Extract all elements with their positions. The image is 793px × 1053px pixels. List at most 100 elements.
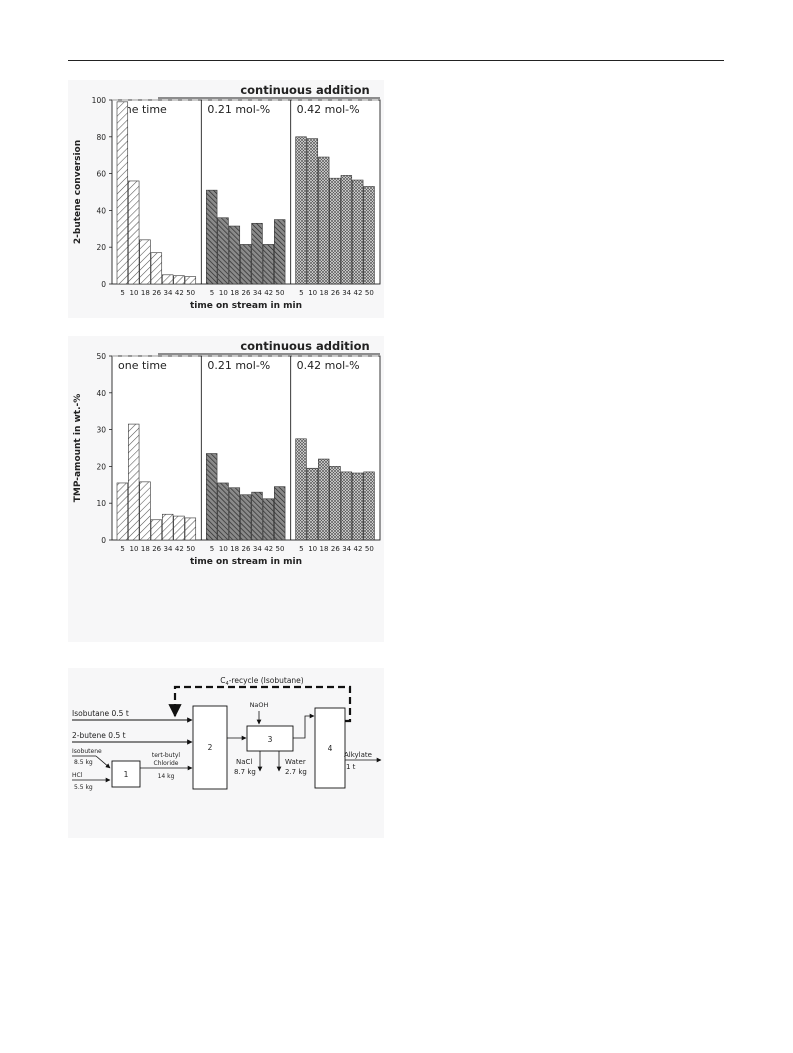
y-tick-label: 10 xyxy=(96,499,106,508)
bar xyxy=(150,252,163,285)
bar xyxy=(329,177,341,285)
bar xyxy=(139,239,151,285)
bar xyxy=(228,487,241,541)
group-label: 0.21 mol-% xyxy=(207,103,270,116)
bar xyxy=(116,101,129,285)
bar xyxy=(173,275,185,285)
bar xyxy=(240,244,252,285)
y-tick-label: 30 xyxy=(96,426,106,435)
hcl-label: HCl xyxy=(72,772,83,779)
y-tick-label: 50 xyxy=(96,352,106,361)
x-tick-label: 10 xyxy=(130,545,139,553)
bar xyxy=(306,138,319,285)
x-tick-label: 10 xyxy=(308,289,317,297)
x-tick-label: 50 xyxy=(365,289,374,297)
bar xyxy=(128,180,140,285)
x-tick-label: 42 xyxy=(264,545,273,553)
x-tick-label: 18 xyxy=(141,289,150,297)
y-tick-label: 100 xyxy=(92,96,107,105)
x-tick-label: 10 xyxy=(219,289,228,297)
bar xyxy=(251,222,263,285)
bar xyxy=(251,491,263,541)
unit-2-box xyxy=(192,705,228,790)
x-tick-label: 26 xyxy=(331,289,340,297)
group-label: one time xyxy=(118,103,167,116)
x-tick-label: 5 xyxy=(299,545,303,553)
x-tick-label: 50 xyxy=(365,545,374,553)
x-tick-label: 34 xyxy=(253,545,262,553)
alkylate-label: Alkylate xyxy=(344,751,372,759)
unit-1-box xyxy=(111,760,141,788)
x-tick-label: 18 xyxy=(320,289,329,297)
unit-4-label: 4 xyxy=(328,744,333,753)
bar xyxy=(139,481,151,541)
x-tick-label: 34 xyxy=(342,289,351,297)
x-tick-label: 5 xyxy=(299,289,303,297)
x-tick-label: 50 xyxy=(186,545,195,553)
alkylate-mass: 1 t xyxy=(346,763,356,771)
group-label: 0.42 mol-% xyxy=(297,359,360,372)
bar xyxy=(128,423,140,541)
y-axis-label: 2-butene conversion xyxy=(73,140,83,244)
bar xyxy=(306,467,319,541)
x-tick-label: 26 xyxy=(152,545,161,553)
x-tick-label: 26 xyxy=(331,545,340,553)
process-flowsheet: C4-recycle (Isobutane) Isobutane 0.5 t 2… xyxy=(68,668,384,838)
bar xyxy=(262,244,275,285)
unit-2-label: 2 xyxy=(208,743,213,752)
x-tick-label: 34 xyxy=(342,545,351,553)
tbc-mass: 14 kg xyxy=(158,773,175,780)
bar xyxy=(329,466,341,541)
bar xyxy=(240,494,252,541)
x-tick-label: 18 xyxy=(141,545,150,553)
x-tick-label: 18 xyxy=(320,545,329,553)
x-tick-label: 18 xyxy=(230,289,239,297)
bar xyxy=(363,186,375,285)
bar xyxy=(162,513,174,541)
unit-3-label: 3 xyxy=(268,735,273,744)
bar xyxy=(262,498,275,541)
x-tick-label: 10 xyxy=(130,289,139,297)
bar xyxy=(228,225,241,285)
y-tick-label: 60 xyxy=(96,170,106,179)
isobutene-mass: 8.5 kg xyxy=(74,759,93,766)
tmp-amount-chart-svg: continuous addition 0 10 20 30 40 50 TMP-amount… xyxy=(73,339,381,567)
bar xyxy=(173,515,185,541)
x-tick-label: 34 xyxy=(253,289,262,297)
chart-title: continuous addition xyxy=(240,339,369,353)
y-tick-label: 0 xyxy=(101,280,106,289)
water-label: Water xyxy=(285,758,306,766)
x-tick-label: 50 xyxy=(276,545,285,553)
bar xyxy=(217,482,229,541)
x-tick-label: 42 xyxy=(175,545,184,553)
chart-title: continuous addition xyxy=(240,83,369,97)
bar xyxy=(274,486,286,541)
x-axis-label: time on stream in min xyxy=(190,557,302,567)
unit-1-label: 1 xyxy=(124,770,129,779)
y-tick-label: 80 xyxy=(96,133,106,142)
x-tick-label: 34 xyxy=(164,545,173,553)
y-tick-label: 40 xyxy=(96,389,106,398)
nacl-label: NaCl xyxy=(236,758,252,766)
x-tick-label: 26 xyxy=(152,289,161,297)
bar xyxy=(318,458,330,541)
x-tick-label: 34 xyxy=(164,289,173,297)
x-tick-label: 50 xyxy=(276,289,285,297)
bar xyxy=(217,217,229,285)
group-label: 0.42 mol-% xyxy=(297,103,360,116)
isobutene-label: Isobutene xyxy=(72,748,102,755)
bar xyxy=(162,274,174,285)
x-tick-label: 42 xyxy=(354,545,363,553)
bar xyxy=(184,517,197,541)
x-tick-label: 50 xyxy=(186,289,195,297)
y-tick-label: 40 xyxy=(96,206,106,215)
bar xyxy=(295,438,307,541)
bar xyxy=(206,453,218,541)
page-header-rule xyxy=(68,60,724,61)
bar xyxy=(116,482,129,541)
naoh-label: NaOH xyxy=(250,701,269,709)
recycle-stream xyxy=(168,685,352,723)
butene-conversion-chart: continuous addition 0 20 40 60 80 100 2-butene … xyxy=(68,80,384,318)
process-flowsheet-svg: C4-recycle (Isobutane) Isobutane 0.5 t 2… xyxy=(72,676,382,791)
bar xyxy=(295,136,307,285)
